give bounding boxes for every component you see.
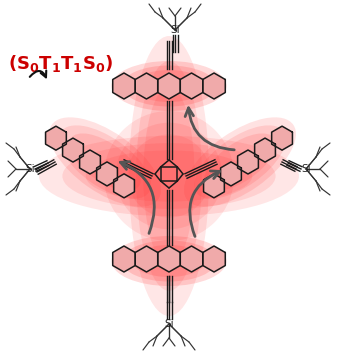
Polygon shape	[203, 73, 225, 99]
Ellipse shape	[122, 240, 216, 281]
Ellipse shape	[132, 70, 206, 102]
Polygon shape	[180, 246, 203, 272]
Polygon shape	[80, 150, 100, 174]
Polygon shape	[203, 174, 224, 198]
Polygon shape	[114, 174, 135, 198]
Ellipse shape	[69, 133, 141, 190]
Polygon shape	[97, 162, 117, 186]
Ellipse shape	[49, 117, 161, 207]
Ellipse shape	[63, 143, 275, 209]
Polygon shape	[113, 246, 135, 272]
Ellipse shape	[112, 236, 226, 286]
Polygon shape	[158, 246, 180, 272]
Polygon shape	[203, 246, 225, 272]
Ellipse shape	[204, 133, 276, 190]
Ellipse shape	[39, 136, 299, 216]
Polygon shape	[135, 246, 158, 272]
Polygon shape	[221, 162, 241, 186]
Polygon shape	[46, 126, 66, 150]
Polygon shape	[272, 126, 292, 150]
Polygon shape	[255, 138, 275, 162]
Text: $\mathbf{(S_0T_1T_1S_0)}$: $\mathbf{(S_0T_1T_1S_0)}$	[8, 53, 113, 74]
Ellipse shape	[184, 117, 296, 207]
Ellipse shape	[104, 111, 234, 241]
Ellipse shape	[59, 125, 151, 199]
Text: Si: Si	[164, 319, 174, 329]
Ellipse shape	[86, 150, 252, 201]
Polygon shape	[238, 150, 258, 174]
Ellipse shape	[132, 245, 206, 277]
Ellipse shape	[129, 36, 209, 316]
Polygon shape	[158, 73, 180, 99]
Ellipse shape	[143, 86, 195, 266]
Ellipse shape	[112, 61, 226, 111]
Ellipse shape	[136, 61, 202, 291]
Text: Si: Si	[25, 164, 35, 174]
Polygon shape	[180, 73, 203, 99]
Ellipse shape	[194, 125, 286, 199]
Polygon shape	[135, 73, 158, 99]
Ellipse shape	[116, 123, 222, 229]
Polygon shape	[63, 138, 83, 162]
Text: Si: Si	[301, 164, 311, 174]
Polygon shape	[113, 73, 135, 99]
Text: Si: Si	[170, 25, 180, 35]
Ellipse shape	[122, 65, 216, 107]
Ellipse shape	[127, 135, 211, 218]
